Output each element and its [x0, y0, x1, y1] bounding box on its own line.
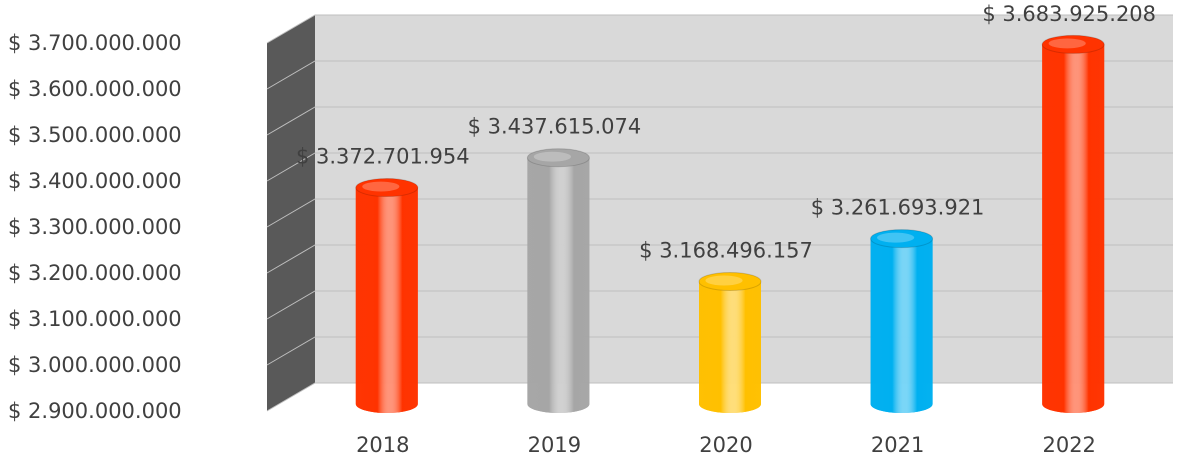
bar-2019: [526, 148, 590, 413]
y-tick-label: $ 3.300.000.000: [8, 215, 182, 239]
bar-2022: [1041, 34, 1105, 413]
bar-top-highlight: [705, 275, 743, 286]
data-label: $ 3.372.701.954: [296, 145, 470, 169]
gridline: [266, 106, 1173, 136]
x-tick-label: 2022: [1042, 433, 1095, 457]
y-tick-label: $ 2.900.000.000: [8, 399, 182, 423]
y-tick-label: $ 3.400.000.000: [8, 169, 182, 193]
y-tick-label: $ 3.200.000.000: [8, 261, 182, 285]
bar-top: [355, 178, 419, 198]
data-label: $ 3.437.615.074: [468, 115, 642, 139]
bar-top-highlight: [533, 151, 572, 162]
x-tick-label: 2020: [699, 433, 752, 457]
bar-top: [698, 271, 762, 291]
bar-body: [355, 187, 418, 413]
bar-body: [1042, 44, 1105, 413]
bar-top: [526, 148, 590, 168]
y-tick-label: $ 3.700.000.000: [8, 31, 182, 55]
bar-2018: [355, 178, 419, 413]
bar-top: [870, 229, 934, 249]
x-axis-tick-labels: 2018 2019 2020 2021 2022: [356, 433, 1096, 457]
gridline: [266, 152, 1173, 182]
bar-body: [527, 157, 590, 413]
bar-top-highlight: [1048, 38, 1086, 49]
x-tick-label: 2021: [871, 433, 924, 457]
y-tick-label: $ 3.100.000.000: [8, 307, 182, 331]
x-tick-label: 2019: [528, 433, 581, 457]
gridline: [266, 198, 1173, 228]
data-label: $ 3.683.925.208: [982, 2, 1156, 26]
bar-top-highlight: [362, 181, 400, 192]
gridline: [266, 14, 1173, 44]
bars: [355, 34, 1105, 413]
y-axis-tick-labels: $ 2.900.000.000 $ 3.000.000.000 $ 3.100.00…: [8, 31, 182, 423]
bar-2021: [870, 229, 934, 413]
bar-body: [699, 281, 761, 413]
x-tick-label: 2018: [356, 433, 409, 457]
bar-body: [870, 238, 933, 413]
data-labels: $ 3.372.701.954 $ 3.437.615.074 $ 3.168.49…: [296, 2, 1156, 262]
data-label: $ 3.168.496.157: [639, 238, 813, 262]
y-tick-label: $ 3.500.000.000: [8, 123, 182, 147]
bar-top-highlight: [877, 232, 915, 243]
y-tick-label: $ 3.600.000.000: [8, 77, 182, 101]
bar-2020: [698, 271, 762, 413]
y-tick-label: $ 3.000.000.000: [8, 353, 182, 377]
bar-top: [1041, 34, 1105, 54]
data-label: $ 3.261.693.921: [811, 196, 985, 220]
gridline: [266, 60, 1173, 90]
